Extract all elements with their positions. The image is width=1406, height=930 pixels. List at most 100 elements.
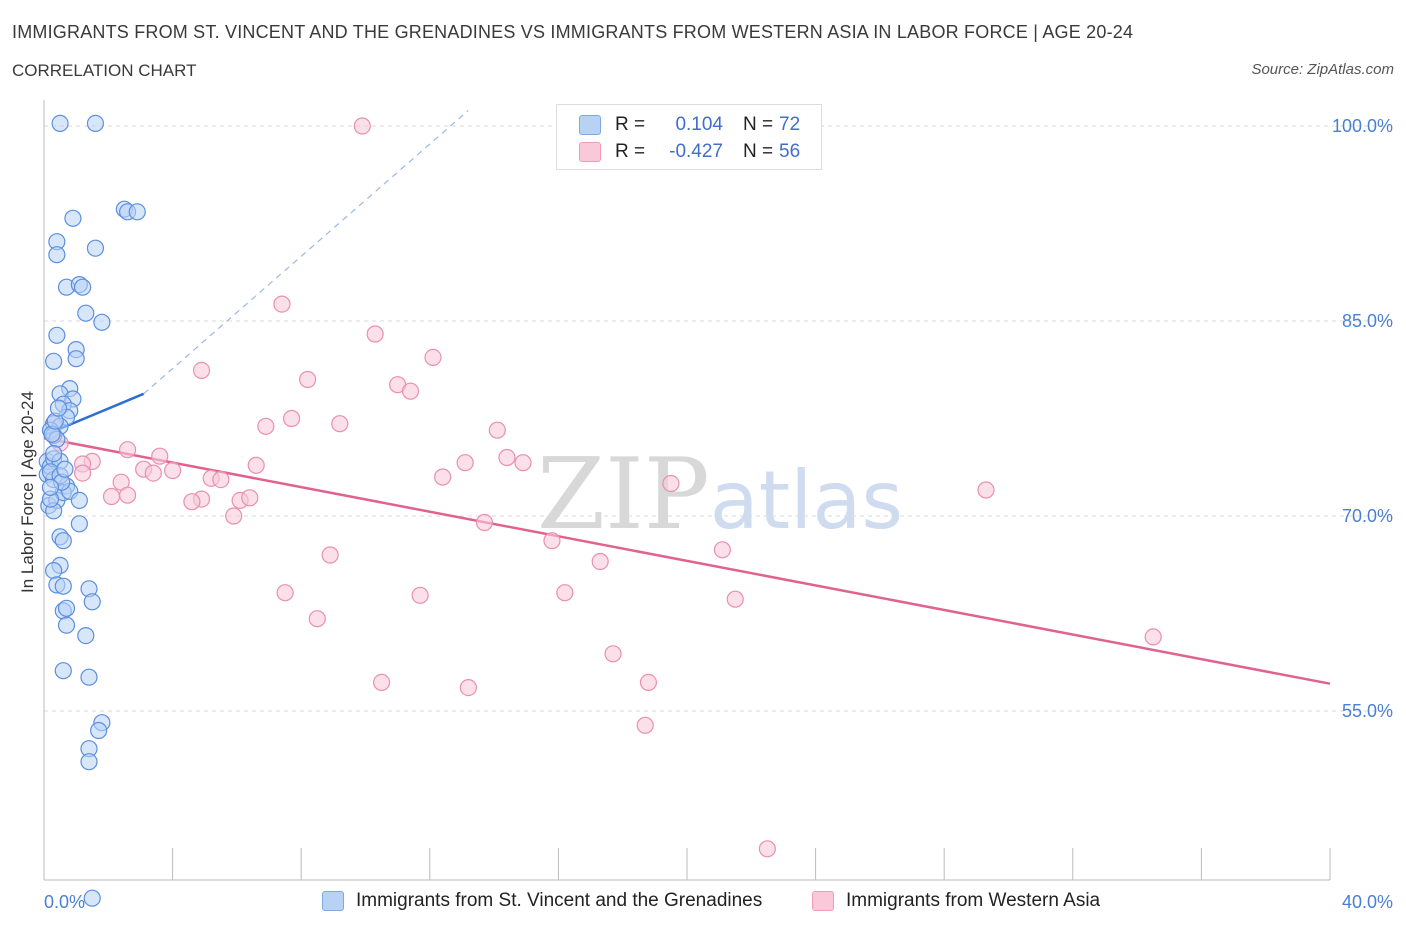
data-point-western-asia — [276, 584, 294, 602]
data-point-st-vincent — [73, 278, 92, 296]
data-point-western-asia — [308, 610, 326, 628]
data-point-st-vincent — [64, 209, 82, 227]
data-point-st-vincent — [83, 593, 101, 611]
r-label: R = — [615, 114, 646, 135]
data-point-western-asia — [273, 295, 291, 313]
data-point-st-vincent — [70, 515, 88, 533]
data-point-st-vincent — [54, 662, 72, 680]
data-point-st-vincent — [56, 460, 74, 478]
data-point-st-vincent — [57, 599, 76, 617]
data-point-western-asia — [514, 454, 532, 472]
data-point-western-asia — [366, 325, 384, 343]
y-tick-label: 85.0% — [1342, 311, 1393, 331]
trend-line-st-vincent-extension — [143, 109, 469, 395]
x-tick-label: 40.0% — [1342, 892, 1393, 912]
data-point-western-asia — [498, 448, 516, 467]
data-point-western-asia — [299, 370, 317, 389]
data-point-western-asia — [726, 590, 744, 608]
data-point-st-vincent — [54, 577, 72, 595]
r-value: -0.427 — [669, 141, 723, 162]
chart-title: IMMIGRANTS FROM ST. VINCENT AND THE GREN… — [12, 22, 1134, 42]
legend-row-series2: R = -0.427 N = 56 — [579, 140, 800, 164]
legend-swatch-blue — [579, 115, 601, 135]
data-point-st-vincent — [48, 246, 66, 264]
legend-swatch-pink — [812, 891, 834, 911]
legend-label: Immigrants from St. Vincent and the Gren… — [356, 890, 763, 911]
data-point-western-asia — [459, 678, 477, 697]
data-point-st-vincent — [80, 753, 98, 771]
y-tick-label: 100.0% — [1332, 116, 1393, 136]
watermark: ZIPatlas — [537, 438, 903, 552]
legend-label: Immigrants from Western Asia — [846, 890, 1101, 911]
data-point-st-vincent — [45, 445, 63, 463]
data-point-western-asia — [488, 421, 506, 439]
data-point-st-vincent — [45, 352, 63, 370]
data-point-western-asia — [331, 415, 349, 433]
data-point-western-asia — [118, 486, 137, 504]
y-tick-label: 55.0% — [1342, 701, 1393, 721]
data-point-western-asia — [456, 454, 474, 472]
data-point-western-asia — [257, 417, 275, 435]
data-point-st-vincent — [41, 478, 60, 496]
n-value: 56 — [779, 141, 801, 162]
data-point-western-asia — [411, 586, 429, 604]
data-point-western-asia — [118, 441, 137, 459]
data-point-st-vincent — [54, 532, 72, 550]
data-point-st-vincent — [86, 239, 105, 257]
data-point-st-vincent — [80, 668, 98, 686]
data-point-western-asia — [1144, 628, 1162, 646]
data-point-western-asia — [247, 456, 265, 474]
data-point-western-asia — [401, 382, 420, 400]
data-point-western-asia — [662, 474, 680, 493]
chart-subtitle: CORRELATION CHART — [12, 61, 197, 80]
data-point-st-vincent — [93, 313, 111, 331]
data-point-western-asia — [183, 493, 201, 511]
r-value: 0.104 — [675, 114, 723, 135]
grid-lines — [44, 125, 1390, 712]
data-point-western-asia — [241, 489, 259, 507]
data-point-st-vincent — [49, 399, 68, 417]
series-legend: Immigrants from St. Vincent and the Gren… — [0, 888, 1406, 916]
legend-item-series2: Immigrants from Western Asia — [812, 890, 1100, 912]
data-point-st-vincent — [51, 114, 69, 133]
data-point-western-asia — [758, 840, 776, 858]
data-point-western-asia — [604, 645, 622, 663]
data-point-western-asia — [556, 584, 574, 602]
data-point-st-vincent — [77, 626, 95, 645]
data-point-western-asia — [639, 673, 658, 692]
data-point-western-asia — [713, 541, 731, 559]
data-point-st-vincent — [77, 304, 95, 322]
y-axis-label: In Labor Force | Age 20-24 — [18, 391, 37, 593]
data-points — [38, 114, 1162, 907]
trend-line-western-asia — [43, 436, 1331, 685]
data-point-western-asia — [591, 552, 609, 571]
n-value: 72 — [779, 114, 801, 135]
data-point-western-asia — [73, 464, 92, 482]
data-point-western-asia — [102, 487, 121, 506]
data-point-western-asia — [636, 716, 654, 734]
data-point-western-asia — [144, 464, 162, 482]
data-point-western-asia — [225, 507, 243, 525]
correlation-legend: R = 0.104 N = 72 R = -0.427 N = 56 — [556, 104, 822, 170]
x-tick-label: 0.0% — [44, 892, 85, 912]
data-point-st-vincent — [86, 114, 105, 133]
legend-swatch-pink — [579, 142, 601, 162]
legend-item-series1: Immigrants from St. Vincent and the Gren… — [322, 890, 762, 912]
data-point-st-vincent — [45, 561, 63, 580]
n-label: N = — [743, 114, 774, 135]
data-point-st-vincent — [83, 889, 101, 907]
data-point-western-asia — [353, 117, 371, 135]
data-point-st-vincent — [128, 203, 146, 221]
data-point-western-asia — [321, 546, 339, 564]
data-point-st-vincent — [70, 491, 88, 509]
data-point-western-asia — [543, 532, 561, 550]
data-point-western-asia — [192, 361, 211, 379]
data-point-st-vincent — [48, 326, 66, 344]
data-point-st-vincent — [57, 616, 76, 634]
data-point-western-asia — [282, 409, 301, 428]
data-point-western-asia — [434, 468, 452, 486]
data-point-western-asia — [164, 461, 182, 480]
data-point-western-asia — [212, 471, 230, 489]
source-label: Source: ZipAtlas.com — [1251, 61, 1394, 78]
